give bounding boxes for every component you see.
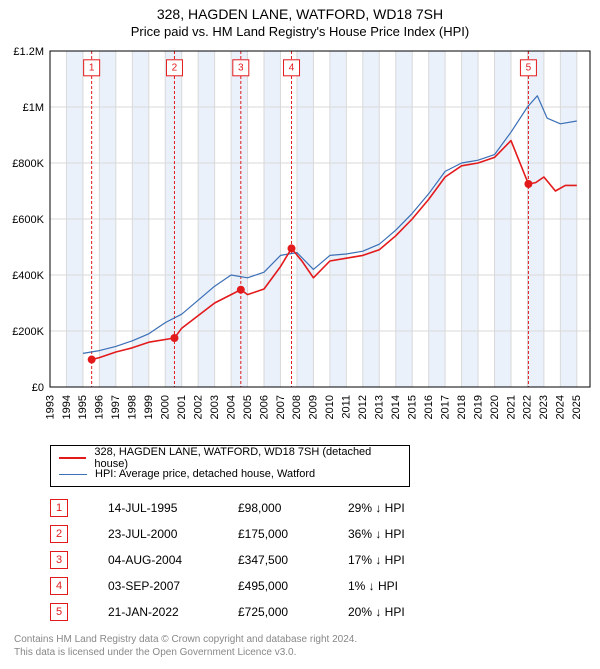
- legend-label: 328, HAGDEN LANE, WATFORD, WD18 7SH (det…: [94, 446, 401, 470]
- sales-table: 1 14-JUL-1995£98,00029% ↓ HPI 2 23-JUL-2000…: [50, 495, 600, 625]
- svg-text:3: 3: [238, 62, 244, 73]
- svg-text:1998: 1998: [127, 395, 139, 419]
- svg-text:1: 1: [89, 62, 95, 73]
- svg-text:2020: 2020: [489, 395, 501, 419]
- svg-text:2006: 2006: [258, 395, 270, 419]
- svg-text:2011: 2011: [341, 395, 353, 419]
- sale-hpi-delta: 36% ↓ HPI: [348, 527, 468, 541]
- legend-swatch: [59, 474, 87, 475]
- legend-swatch: [59, 457, 86, 459]
- svg-text:2009: 2009: [308, 395, 320, 419]
- svg-text:£0: £0: [32, 382, 44, 394]
- sale-price: £98,000: [238, 501, 348, 515]
- sale-hpi-delta: 20% ↓ HPI: [348, 605, 468, 619]
- sale-date: 03-SEP-2007: [108, 579, 238, 593]
- legend-item: 328, HAGDEN LANE, WATFORD, WD18 7SH (det…: [59, 450, 401, 466]
- svg-text:2017: 2017: [439, 395, 451, 419]
- svg-text:1993: 1993: [44, 395, 56, 419]
- svg-text:2012: 2012: [357, 395, 369, 419]
- svg-text:2001: 2001: [176, 395, 188, 419]
- legend: 328, HAGDEN LANE, WATFORD, WD18 7SH (det…: [50, 445, 410, 487]
- svg-text:£600K: £600K: [12, 214, 44, 226]
- svg-text:1996: 1996: [94, 395, 106, 419]
- svg-text:2008: 2008: [291, 395, 303, 419]
- sale-price: £495,000: [238, 579, 348, 593]
- svg-text:2002: 2002: [192, 395, 204, 419]
- svg-text:£400K: £400K: [12, 270, 44, 282]
- sale-row: 1 14-JUL-1995£98,00029% ↓ HPI: [50, 495, 600, 521]
- svg-text:£1M: £1M: [23, 102, 44, 114]
- sale-date: 23-JUL-2000: [108, 527, 238, 541]
- svg-text:2022: 2022: [522, 395, 534, 419]
- svg-text:1999: 1999: [143, 395, 155, 419]
- chart-title-sub: Price paid vs. HM Land Registry's House …: [0, 24, 600, 39]
- sale-index-box: 2: [50, 525, 68, 543]
- sale-row: 5 21-JAN-2022£725,00020% ↓ HPI: [50, 599, 600, 625]
- svg-text:1997: 1997: [110, 395, 122, 419]
- footer-attribution: Contains HM Land Registry data © Crown c…: [14, 633, 600, 669]
- svg-text:£800K: £800K: [12, 158, 44, 170]
- svg-text:2014: 2014: [390, 395, 402, 419]
- sale-hpi-delta: 1% ↓ HPI: [348, 579, 468, 593]
- svg-text:2016: 2016: [423, 395, 435, 419]
- svg-text:£200K: £200K: [12, 326, 44, 338]
- svg-text:2018: 2018: [456, 395, 468, 419]
- chart-title-address: 328, HAGDEN LANE, WATFORD, WD18 7SH: [0, 6, 600, 22]
- svg-text:2000: 2000: [160, 395, 172, 419]
- footer-line1: Contains HM Land Registry data © Crown c…: [14, 633, 600, 646]
- sale-price: £725,000: [238, 605, 348, 619]
- svg-text:2005: 2005: [242, 395, 254, 419]
- svg-text:£1.2M: £1.2M: [13, 46, 44, 58]
- svg-text:2003: 2003: [209, 395, 221, 419]
- svg-text:2007: 2007: [275, 395, 287, 419]
- sale-index-box: 1: [50, 499, 68, 517]
- price-chart: £0 £200K £400K £600K £800K £1M £1.2M 1993 1994 19…: [0, 39, 600, 439]
- sale-date: 14-JUL-1995: [108, 501, 238, 515]
- svg-text:2: 2: [172, 62, 178, 73]
- sale-index-box: 5: [50, 603, 68, 621]
- svg-text:2024: 2024: [555, 395, 567, 419]
- svg-text:2010: 2010: [324, 395, 336, 419]
- sale-hpi-delta: 17% ↓ HPI: [348, 553, 468, 567]
- svg-text:5: 5: [526, 62, 532, 73]
- sale-row: 4 03-SEP-2007£495,0001% ↓ HPI: [50, 573, 600, 599]
- svg-text:2013: 2013: [374, 395, 386, 419]
- sale-price: £347,500: [238, 553, 348, 567]
- legend-label: HPI: Average price, detached house, Watf…: [95, 468, 315, 480]
- footer-line2: This data is licensed under the Open Gov…: [14, 646, 600, 659]
- svg-text:2015: 2015: [406, 395, 418, 419]
- svg-text:2019: 2019: [472, 395, 484, 419]
- sale-hpi-delta: 29% ↓ HPI: [348, 501, 468, 515]
- svg-text:1995: 1995: [77, 395, 89, 419]
- svg-text:1994: 1994: [61, 395, 73, 419]
- sale-price: £175,000: [238, 527, 348, 541]
- sale-index-box: 3: [50, 551, 68, 569]
- sale-date: 21-JAN-2022: [108, 605, 238, 619]
- svg-text:4: 4: [289, 62, 295, 73]
- sale-index-box: 4: [50, 577, 68, 595]
- sale-row: 3 04-AUG-2004£347,50017% ↓ HPI: [50, 547, 600, 573]
- sale-row: 2 23-JUL-2000£175,00036% ↓ HPI: [50, 521, 600, 547]
- sale-date: 04-AUG-2004: [108, 553, 238, 567]
- svg-text:2023: 2023: [538, 395, 550, 419]
- svg-text:2004: 2004: [225, 395, 237, 419]
- svg-text:2021: 2021: [505, 395, 517, 419]
- svg-text:2025: 2025: [571, 395, 583, 419]
